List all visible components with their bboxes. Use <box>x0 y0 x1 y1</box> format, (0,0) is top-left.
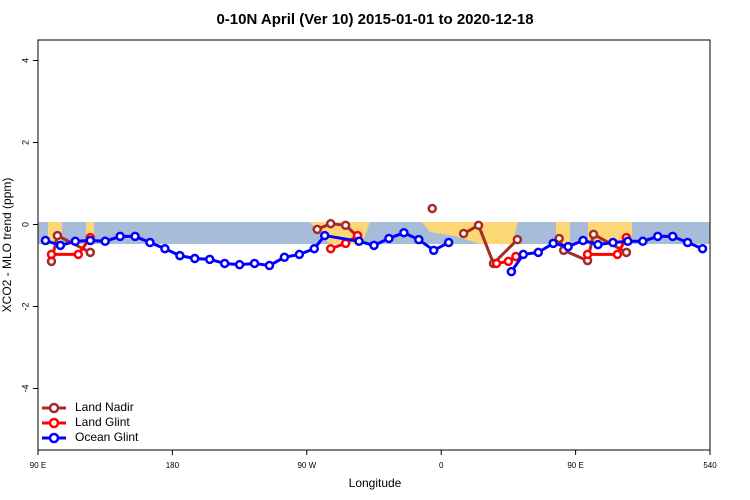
data-point <box>443 237 454 248</box>
data-point <box>325 218 336 229</box>
x-tick-label: 90 W <box>297 461 316 470</box>
x-tick-label: 90 E <box>567 461 583 470</box>
data-point <box>554 233 564 244</box>
data-point <box>682 237 693 248</box>
data-point <box>354 236 364 247</box>
data-point <box>264 260 275 271</box>
y-tick-label: 0 <box>20 222 30 227</box>
data-point <box>506 266 517 277</box>
data-point <box>399 227 409 238</box>
data-point <box>279 252 290 263</box>
data-point <box>219 258 230 269</box>
x-tick-label: 180 <box>166 461 180 470</box>
legend-label: Land Glint <box>75 415 130 429</box>
data-point <box>621 247 632 258</box>
legend-label: Land Nadir <box>75 400 134 414</box>
data-point <box>612 249 623 260</box>
data-point <box>512 234 523 245</box>
data-point <box>85 247 96 258</box>
data-point <box>623 236 633 247</box>
legend-marker <box>48 417 60 429</box>
y-tick-label: -2 <box>20 302 30 310</box>
data-point <box>40 235 51 246</box>
y-tick-label: 4 <box>20 58 30 63</box>
x-tick-label: 0 <box>439 461 444 470</box>
data-point <box>518 249 529 260</box>
data-point <box>70 236 81 247</box>
y-tick-label: -4 <box>20 384 30 392</box>
data-point <box>249 258 260 269</box>
data-point <box>578 235 588 246</box>
x-axis-label: Longitude <box>349 476 402 490</box>
data-point <box>491 258 502 269</box>
data-point <box>175 250 185 261</box>
data-point <box>563 241 573 252</box>
data-point <box>234 259 245 270</box>
data-point <box>588 229 599 240</box>
data-point <box>204 254 215 265</box>
data-point <box>414 234 424 245</box>
data-point <box>652 231 663 242</box>
data-point <box>548 238 558 249</box>
data-point <box>85 235 96 246</box>
ocean-band <box>38 222 710 244</box>
data-point <box>533 247 544 258</box>
data-point <box>638 236 648 247</box>
x-tick-label: 90 E <box>30 461 46 470</box>
data-point <box>582 249 593 260</box>
y-axis-label: XCO2 - MLO trend (ppm) <box>0 178 14 313</box>
data-point <box>511 251 521 262</box>
data-point <box>384 233 394 244</box>
data-point <box>593 239 603 250</box>
data-point <box>309 243 320 254</box>
data-point <box>697 243 708 254</box>
x-tick-label: 540 <box>703 461 717 470</box>
legend-marker <box>48 432 60 444</box>
legend-marker <box>48 402 60 414</box>
data-point <box>46 249 57 260</box>
data-point <box>160 243 170 254</box>
data-point <box>340 220 351 231</box>
data-point <box>294 249 305 260</box>
data-point <box>428 245 439 256</box>
data-point <box>145 237 155 248</box>
y-tick-label: 2 <box>20 140 30 145</box>
data-point <box>52 230 63 241</box>
data-point <box>503 256 514 267</box>
data-point <box>100 236 110 247</box>
data-point <box>369 240 379 251</box>
data-point <box>73 249 84 260</box>
data-point <box>319 230 330 241</box>
data-point <box>667 231 678 242</box>
data-point <box>115 231 125 242</box>
data-point <box>55 240 66 251</box>
data-point <box>458 228 469 239</box>
data-point <box>427 203 437 214</box>
plot-frame <box>37 39 711 451</box>
chart-title: 0-10N April (Ver 10) 2015-01-01 to 2020-… <box>216 11 533 28</box>
data-point <box>130 231 140 242</box>
data-point <box>473 220 484 231</box>
data-point <box>312 224 323 235</box>
legend-label: Ocean Glint <box>75 430 139 444</box>
data-point <box>190 253 200 264</box>
data-point <box>608 237 618 248</box>
data-point <box>325 243 336 254</box>
